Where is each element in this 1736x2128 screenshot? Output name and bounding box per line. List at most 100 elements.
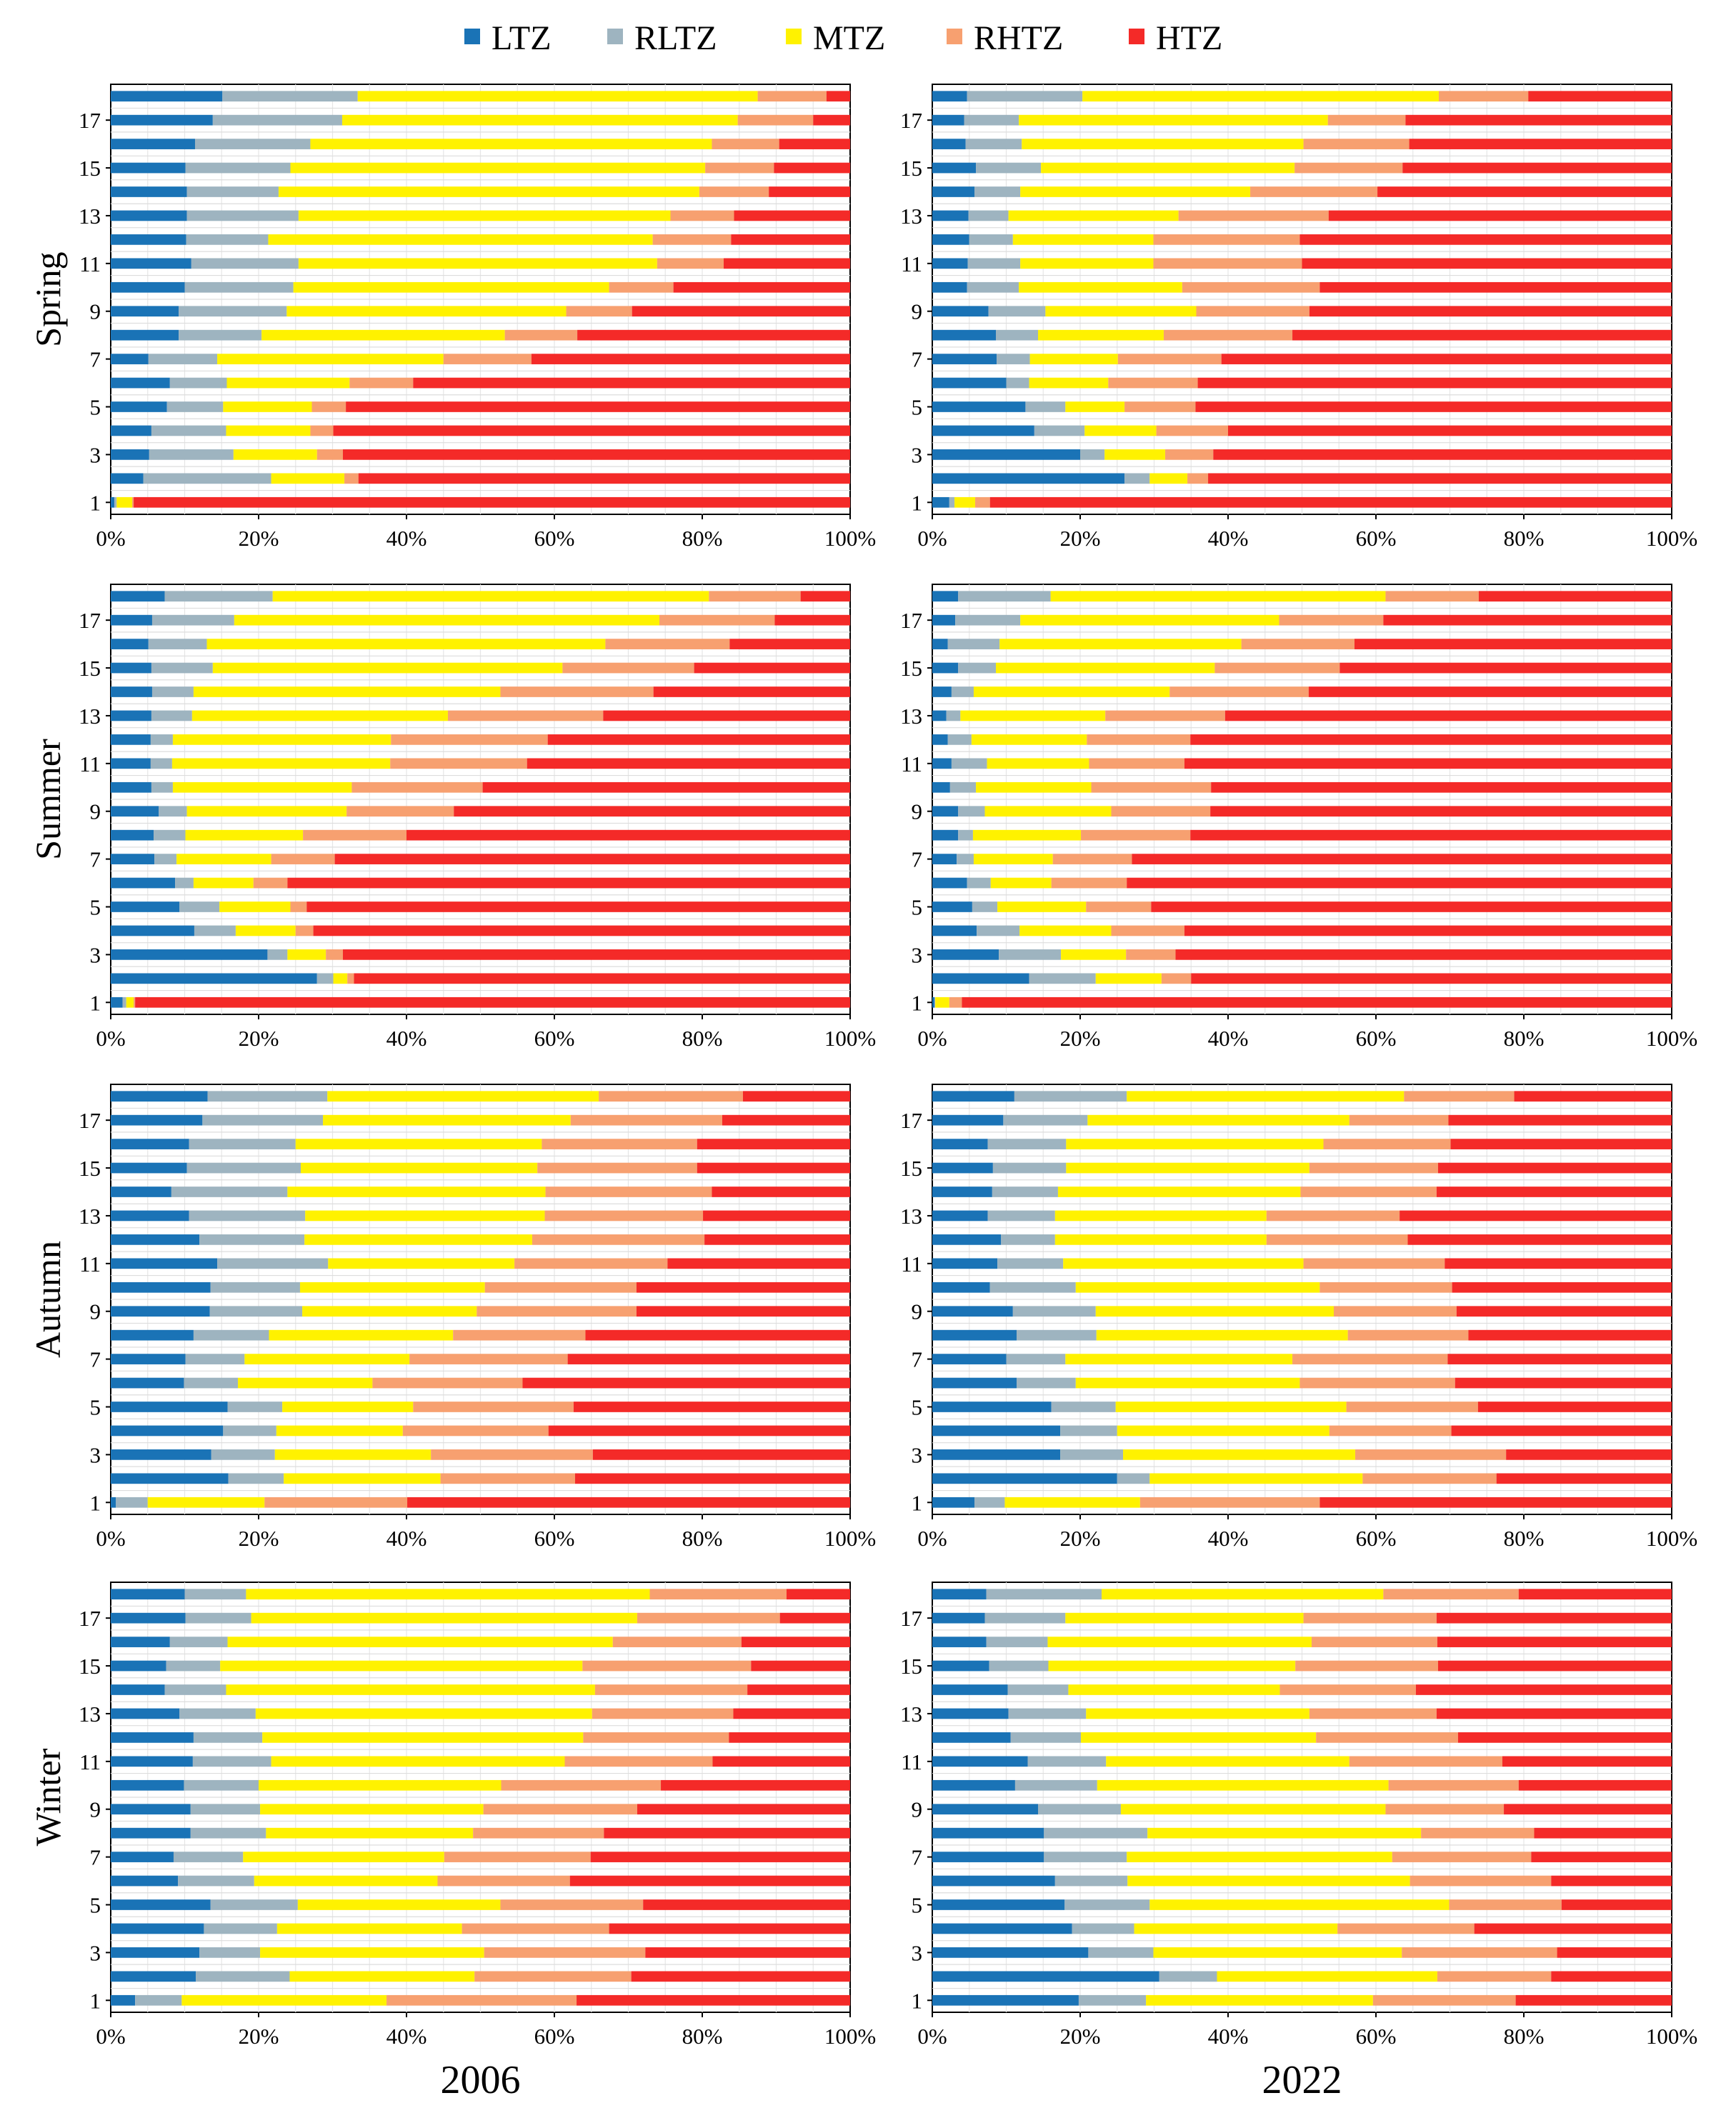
bar-segment-rltz-zone-3 [211,1449,275,1460]
bar-segment-rhtz-zone-15 [1214,662,1340,674]
bar-segment-mtz-zone-1 [954,496,976,508]
bar-segment-rltz-zone-3 [1060,1449,1124,1460]
bar-segment-rltz-zone-15 [989,1660,1049,1672]
y-tick-label: 5 [912,895,923,920]
bar-segment-rhtz-zone-12 [391,734,548,745]
x-tick-label: 40% [386,2024,427,2049]
x-tick-label: 40% [386,1526,427,1551]
bar-segment-mtz-zone-3 [233,449,317,460]
bar-segment-rltz-zone-2 [1159,1971,1217,1982]
bar-segment-mtz-zone-10 [172,781,352,793]
bar-segment-htz-zone-14 [653,686,850,697]
bar-segment-htz-zone-11 [712,1756,850,1767]
bar-segment-htz-zone-18 [1518,1589,1672,1600]
bar-segment-htz-zone-2 [1191,973,1672,984]
bar-segment-ltz-zone-15 [932,662,959,674]
bar-segment-rltz-zone-8 [190,1827,266,1839]
bar-segment-htz-zone-8 [1468,1329,1672,1341]
bar-segment-rltz-zone-6 [184,1377,239,1389]
bar-segment-mtz-zone-18 [327,1091,599,1102]
bar-segment-rhtz-zone-18 [599,1091,743,1102]
bar-segment-rltz-zone-5 [972,901,998,912]
bar-segment-ltz-zone-2 [111,1971,196,1982]
bar-segment-htz-zone-9 [637,1804,850,1815]
bar-segment-htz-zone-8 [1292,329,1672,341]
bar-segment-rltz-zone-17 [151,614,234,626]
y-tick-label: 9 [90,299,101,324]
bar-segment-htz-zone-16 [779,139,850,149]
x-tick-label: 80% [1504,2024,1545,2049]
bar-segment-rhtz-zone-13 [544,1210,704,1222]
bar-segment-mtz-zone-12 [1012,234,1154,245]
bar-segment-ltz-zone-2 [111,473,144,484]
bar-segment-htz-zone-10 [1518,1779,1672,1791]
bar-segment-rltz-zone-3 [1080,449,1105,460]
bar-segment-mtz-zone-5 [1149,1899,1450,1910]
x-tick-label: 0% [917,2024,947,2049]
bar-segment-rltz-zone-2 [1124,473,1150,484]
bar-segment-rhtz-zone-3 [484,1947,646,1958]
bar-segment-rhtz-zone-8 [453,1329,586,1341]
bar-segment-rhtz-zone-9 [566,306,632,317]
y-tick-label: 13 [900,204,922,229]
bar-segment-mtz-zone-7 [1127,1852,1392,1862]
y-tick-label: 5 [90,1395,101,1420]
bar-segment-rhtz-zone-11 [1303,1258,1445,1269]
bar-segment-rhtz-zone-4 [1111,925,1184,936]
bar-segment-mtz-zone-13 [1054,1210,1267,1222]
bar-segment-mtz-zone-13 [255,1708,592,1719]
bar-segment-rhtz-zone-7 [1052,854,1132,864]
bar-segment-mtz-zone-15 [212,662,563,674]
bar-segment-ltz-zone-16 [111,139,195,149]
bar-segment-rhtz-zone-14 [1300,1187,1437,1197]
bar-segment-rhtz-zone-11 [1349,1756,1502,1767]
bar-segment-mtz-zone-11 [1020,258,1154,269]
bar-segment-ltz-zone-15 [111,1162,187,1174]
bar-segment-mtz-zone-11 [1106,1756,1350,1767]
y-tick-label: 11 [901,251,922,276]
bar-segment-mtz-zone-8 [269,1329,454,1341]
bar-segment-ltz-zone-3 [932,1947,1089,1958]
bar-segment-htz-zone-8 [585,1329,850,1341]
y-tick-label: 17 [79,1606,101,1631]
bar-segment-ltz-zone-6 [932,1377,1017,1389]
bar-segment-ltz-zone-17 [932,1114,1004,1126]
bar-segment-htz-zone-10 [661,1779,850,1791]
bar-segment-ltz-zone-14 [932,1684,1008,1695]
bar-segment-ltz-zone-7 [932,1852,1044,1862]
bar-segment-htz-zone-13 [733,1708,850,1719]
bar-segment-rltz-zone-11 [951,758,987,769]
bar-segment-mtz-zone-3 [1104,449,1166,460]
bar-segment-ltz-zone-17 [111,614,152,626]
bar-segment-rltz-zone-16 [194,139,311,149]
bar-segment-rhtz-zone-15 [582,1660,752,1672]
bar-segment-rltz-zone-15 [166,1660,221,1672]
bar-segment-htz-zone-17 [779,1612,850,1624]
bar-segment-ltz-zone-8 [932,1827,1044,1839]
bar-segment-rltz-zone-9 [958,806,985,817]
bar-segment-htz-zone-12 [704,1234,850,1245]
bar-segment-rhtz-zone-11 [514,1258,668,1269]
bar-segment-rltz-zone-7 [148,354,218,364]
x-tick-label: 80% [682,1026,723,1051]
bar-segment-htz-zone-15 [694,662,850,674]
bar-segment-rhtz-zone-10 [1091,781,1212,793]
bar-segment-ltz-zone-2 [932,473,1125,484]
bar-segment-rhtz-zone-5 [1124,401,1196,412]
bar-segment-rltz-zone-6 [175,877,194,889]
bar-segment-rhtz-zone-12 [583,1732,729,1743]
bar-segment-rltz-zone-8 [179,329,262,341]
bar-segment-rhtz-zone-14 [545,1187,712,1197]
bar-segment-htz-zone-18 [1528,91,1672,102]
bar-segment-rltz-zone-7 [1044,1852,1127,1862]
bar-segment-ltz-zone-3 [932,1449,1061,1460]
bar-segment-rltz-zone-1 [1078,1994,1147,2006]
bar-segment-rhtz-zone-18 [1404,1091,1515,1102]
x-tick-label: 60% [534,1026,575,1051]
bar-segment-rhtz-zone-18 [1385,591,1479,602]
bar-segment-mtz-zone-5 [297,1899,501,1910]
bar-segment-rhtz-zone-6 [437,1875,570,1887]
bar-segment-mtz-zone-9 [186,806,347,817]
bar-segment-rltz-zone-7 [997,354,1030,364]
bar-segment-rltz-zone-6 [1016,1377,1076,1389]
